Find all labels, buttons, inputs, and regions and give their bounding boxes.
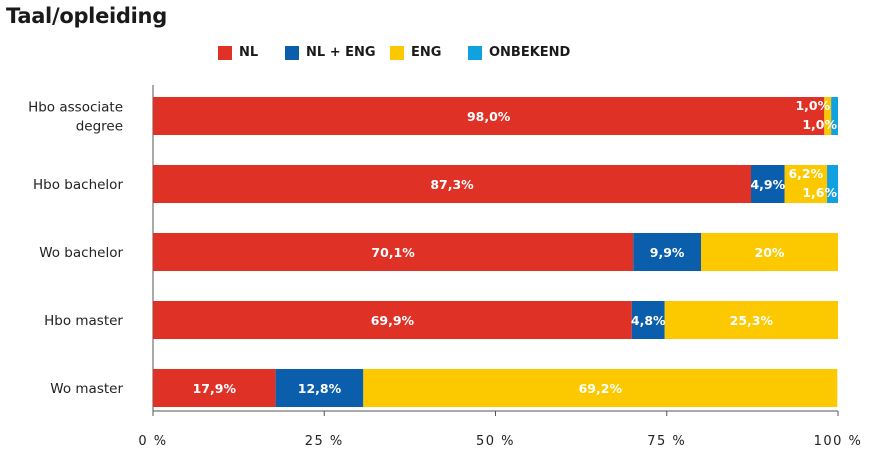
legend-label-nl: NL: [239, 45, 259, 60]
data-label-wo-bachelor-eng: 20%: [755, 245, 785, 260]
legend-swatch-nl-eng: [285, 45, 299, 60]
data-label-hbo-master-nl-eng: 4,8%: [631, 313, 666, 328]
data-label-wo-master-nl-eng: 12,8%: [298, 381, 342, 396]
legend-item-nl-eng: NL + ENG: [285, 45, 376, 60]
bar-wo-master-eng: [363, 369, 838, 407]
bar-wo-bachelor-nl-eng: [633, 233, 701, 271]
data-label-hbo-bachelor-nl-eng: 4,9%: [750, 177, 785, 192]
data-label-wo-master-eng: 69,2%: [579, 381, 623, 396]
data-label-hbo-associate-degree-eng: 1,0%: [795, 98, 830, 113]
data-label-wo-master-nl: 17,9%: [193, 381, 237, 396]
legend-swatch-onbekend: [468, 45, 482, 60]
category-label-hbo-associate-degree-line-1: Hbo associate: [28, 100, 123, 116]
data-label-wo-bachelor-nl: 70,1%: [371, 245, 415, 260]
data-label-hbo-bachelor-eng: 6,2%: [788, 166, 823, 181]
data-label-wo-bachelor-nl-eng: 9,9%: [650, 245, 685, 260]
bar-wo-bachelor-eng: [701, 233, 838, 271]
bar-hbo-master-nl-eng: [631, 301, 665, 339]
bar-hbo-bachelor-onbekend: [827, 165, 838, 203]
x-tick-label-0: 0 %: [138, 434, 167, 449]
chart-title: Taal/opleiding: [6, 4, 167, 28]
data-label-hbo-bachelor-onbekend: 1,6%: [802, 185, 837, 200]
legend-swatch-eng: [390, 45, 404, 60]
x-tick-label-75: 75 %: [647, 434, 686, 449]
data-label-hbo-master-nl: 69,9%: [371, 313, 415, 328]
legend-swatch-nl: [218, 45, 232, 60]
bar-wo-master-nl-eng: [275, 369, 364, 407]
bar-hbo-associate-degree-eng: [824, 97, 832, 135]
bar-hbo-master-eng: [664, 301, 838, 339]
x-tick-label-50: 50 %: [476, 434, 515, 449]
x-tick-label-25: 25 %: [305, 434, 344, 449]
legend-label-onbekend: ONBEKEND: [489, 45, 571, 60]
data-label-hbo-associate-degree-onbekend: 1,0%: [802, 117, 837, 132]
bar-hbo-master-nl: [153, 301, 632, 339]
bar-hbo-bachelor-nl: [153, 165, 752, 203]
bar-hbo-associate-degree-onbekend: [831, 97, 838, 135]
category-label-hbo-master: Hbo master: [44, 313, 123, 329]
category-label-hbo-associate-degree-line-2: degree: [76, 119, 123, 135]
data-label-hbo-bachelor-nl: 87,3%: [430, 177, 474, 192]
legend-item-eng: ENG: [390, 45, 441, 60]
legend-item-nl: NL: [218, 45, 258, 60]
category-label-wo-master: Wo master: [50, 381, 123, 397]
legend-label-eng: ENG: [411, 45, 442, 60]
data-label-hbo-master-eng: 25,3%: [730, 313, 774, 328]
bar-hbo-associate-degree-nl: [153, 97, 825, 135]
data-label-hbo-associate-degree-nl: 98,0%: [467, 109, 511, 124]
bar-hbo-bachelor-eng: [784, 165, 828, 203]
bar-hbo-bachelor-nl-eng: [751, 165, 785, 203]
bar-wo-master-nl: [153, 369, 276, 407]
bar-wo-bachelor-nl: [153, 233, 634, 271]
legend-label-nl-eng: NL + ENG: [306, 45, 376, 60]
category-label-wo-bachelor: Wo bachelor: [39, 245, 123, 261]
x-tick-label-100: 100 %: [814, 434, 863, 449]
legend-item-onbekend: ONBEKEND: [468, 45, 570, 60]
category-label-hbo-bachelor: Hbo bachelor: [33, 177, 123, 193]
